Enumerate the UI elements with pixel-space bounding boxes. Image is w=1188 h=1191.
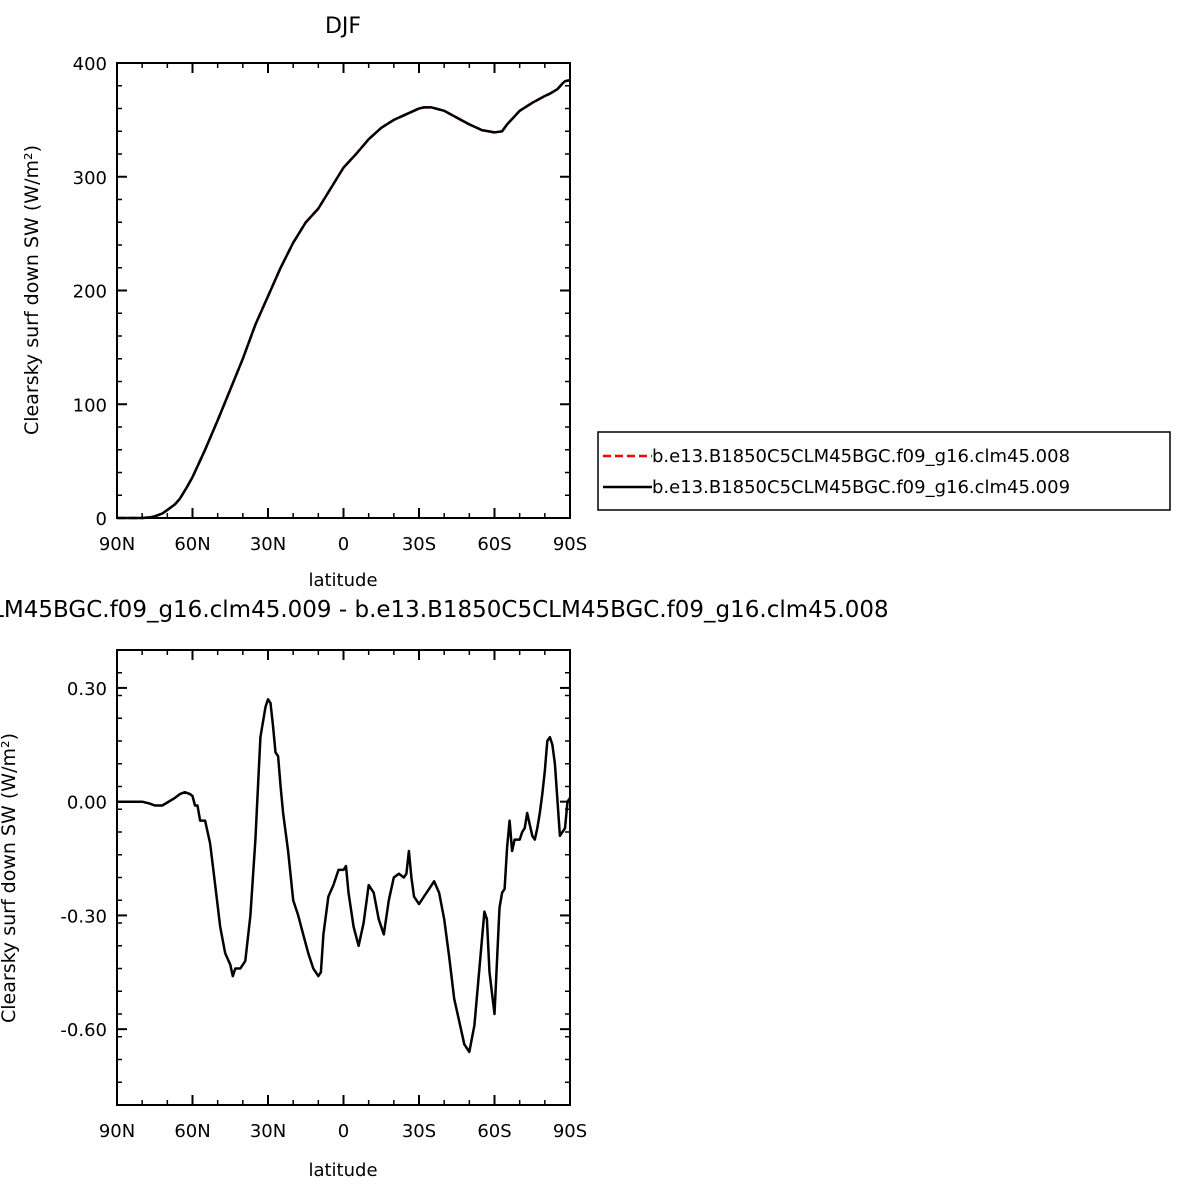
chart0-xtick-label: 90N [99, 534, 135, 555]
legend-box [597, 431, 1171, 511]
bottom-x-axis-label: latitude [308, 1160, 377, 1181]
chart0-ytick-label: 400 [73, 54, 107, 75]
chart0-xtick-label: 30N [250, 534, 286, 555]
legend: b.e13.B1850C5CLM45BGC.f09_g16.clm45.008 … [597, 431, 1171, 511]
chart0-ytick-label: 200 [73, 282, 107, 303]
chart1-series-line-0 [117, 698, 572, 1054]
legend-label-009: b.e13.B1850C5CLM45BGC.f09_g16.clm45.009 [652, 477, 1070, 498]
chart1-xtick-label: 30S [402, 1121, 436, 1142]
chart0-xtick-label: 60N [174, 534, 210, 555]
chart0-series-line-0 [117, 78, 571, 520]
bottom-chart-title: b.e13.B1850C5CLM45BGC.f09_g16.clm45.009 … [0, 597, 889, 623]
chart0-xtick-label: 30S [402, 534, 436, 555]
chart1-ytick-label: 0.00 [67, 793, 107, 814]
bottom-series-group [117, 698, 572, 1054]
chart1-xtick-label: 60S [477, 1121, 511, 1142]
chart1-ytick-label: 0.30 [67, 679, 107, 700]
legend-label-008: b.e13.B1850C5CLM45BGC.f09_g16.clm45.008 [652, 446, 1070, 467]
chart1-xtick-label: 0 [338, 1121, 349, 1142]
top-y-axis-label: Clearsky surf down SW (W/m²) [21, 145, 43, 435]
top-chart-title: DJF [325, 14, 361, 39]
chart1-ytick-label: -0.60 [60, 1020, 107, 1041]
chart1-xtick-label: 30N [250, 1121, 286, 1142]
chart1-plot-frame [116, 649, 571, 1106]
chart0-ytick-label: 300 [73, 168, 107, 189]
chart1-xtick-label: 90S [553, 1121, 587, 1142]
chart0-series-line-1 [117, 78, 571, 520]
top-chart: DJF 90N 60N 30N 0 30S 60S 90S 0 100 200 300 400 lat… [21, 14, 587, 591]
top-series-group [117, 78, 571, 520]
bottom-axes: 90N 60N 30N 0 30S 60S 90S -0.60 -0.30 0.00 0.30 [60, 649, 587, 1142]
chart0-xtick-label: 0 [338, 534, 349, 555]
chart0-xtick-label: 90S [553, 534, 587, 555]
top-axes: 90N 60N 30N 0 30S 60S 90S 0 100 200 300 400 [73, 54, 588, 555]
chart1-xtick-label: 60N [174, 1121, 210, 1142]
bottom-y-axis-label: Clearsky surf down SW (W/m²) [0, 733, 20, 1023]
top-x-axis-label: latitude [308, 570, 377, 591]
chart0-xtick-label: 60S [477, 534, 511, 555]
chart1-ytick-label: -0.30 [60, 906, 107, 927]
chart0-ytick-label: 0 [96, 509, 107, 530]
bottom-chart: b.e13.B1850C5CLM45BGC.f09_g16.clm45.009 … [0, 597, 889, 1181]
chart0-ytick-label: 100 [73, 395, 107, 416]
chart1-xtick-label: 90N [99, 1121, 135, 1142]
